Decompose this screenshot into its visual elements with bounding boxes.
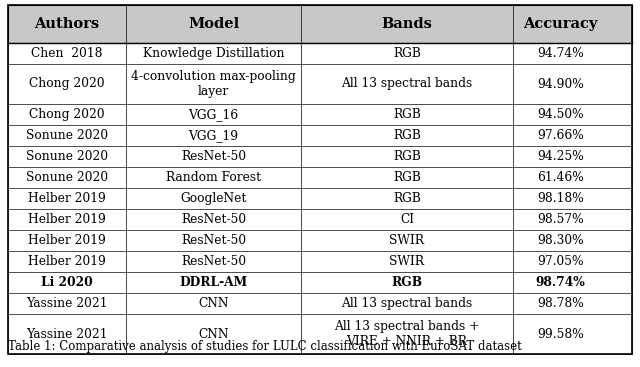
Text: Accuracy: Accuracy bbox=[524, 17, 598, 31]
Bar bbox=[8, 146, 632, 167]
Text: Sonune 2020: Sonune 2020 bbox=[26, 129, 108, 142]
Text: 94.74%: 94.74% bbox=[537, 47, 584, 60]
Text: ResNet-50: ResNet-50 bbox=[181, 150, 246, 163]
Bar bbox=[8, 251, 632, 272]
Text: RGB: RGB bbox=[393, 129, 421, 142]
Text: RGB: RGB bbox=[393, 192, 421, 205]
Text: RGB: RGB bbox=[392, 276, 422, 289]
Text: 61.46%: 61.46% bbox=[537, 171, 584, 184]
Text: RGB: RGB bbox=[393, 171, 421, 184]
Text: 94.25%: 94.25% bbox=[537, 150, 584, 163]
Text: Chong 2020: Chong 2020 bbox=[29, 77, 105, 91]
Bar bbox=[8, 188, 632, 209]
Text: Bands: Bands bbox=[381, 17, 433, 31]
Text: Authors: Authors bbox=[35, 17, 100, 31]
Text: Knowledge Distillation: Knowledge Distillation bbox=[143, 47, 284, 60]
Bar bbox=[8, 64, 632, 104]
Text: 98.18%: 98.18% bbox=[537, 192, 584, 205]
Text: SWIR: SWIR bbox=[390, 234, 424, 247]
Text: Chen  2018: Chen 2018 bbox=[31, 47, 103, 60]
Text: RGB: RGB bbox=[393, 47, 421, 60]
Text: 98.74%: 98.74% bbox=[536, 276, 586, 289]
Bar bbox=[8, 272, 632, 293]
Text: ResNet-50: ResNet-50 bbox=[181, 234, 246, 247]
Text: CNN: CNN bbox=[198, 327, 228, 341]
Text: All 13 spectral bands +
VIRE + NNIR + BR: All 13 spectral bands + VIRE + NNIR + BR bbox=[334, 320, 479, 348]
Text: Table 1: Comparative analysis of studies for LULC classification with EuroSAT da: Table 1: Comparative analysis of studies… bbox=[8, 340, 522, 353]
Bar bbox=[8, 230, 632, 251]
Text: VGG_19: VGG_19 bbox=[188, 129, 239, 142]
Bar bbox=[8, 43, 632, 64]
Bar bbox=[8, 104, 632, 125]
Text: 97.66%: 97.66% bbox=[537, 129, 584, 142]
Text: RGB: RGB bbox=[393, 150, 421, 163]
Text: 98.57%: 98.57% bbox=[537, 213, 584, 226]
Bar bbox=[8, 125, 632, 146]
Text: 4-convolution max-pooling
layer: 4-convolution max-pooling layer bbox=[131, 70, 296, 98]
Text: RGB: RGB bbox=[393, 108, 421, 121]
Text: 98.30%: 98.30% bbox=[537, 234, 584, 247]
Bar bbox=[8, 293, 632, 314]
Text: All 13 spectral bands: All 13 spectral bands bbox=[341, 77, 472, 91]
Text: Yassine 2021: Yassine 2021 bbox=[26, 297, 108, 310]
Bar bbox=[8, 5, 632, 43]
Text: VGG_16: VGG_16 bbox=[188, 108, 239, 121]
Text: SWIR: SWIR bbox=[390, 255, 424, 268]
Text: Model: Model bbox=[188, 17, 239, 31]
Text: CI: CI bbox=[400, 213, 414, 226]
Text: 94.90%: 94.90% bbox=[537, 77, 584, 91]
Text: 99.58%: 99.58% bbox=[537, 327, 584, 341]
Text: 94.50%: 94.50% bbox=[537, 108, 584, 121]
Bar bbox=[8, 209, 632, 230]
Bar bbox=[8, 314, 632, 354]
Text: Random Forest: Random Forest bbox=[166, 171, 261, 184]
Text: All 13 spectral bands: All 13 spectral bands bbox=[341, 297, 472, 310]
Text: Li 2020: Li 2020 bbox=[41, 276, 93, 289]
Text: DDRL-AM: DDRL-AM bbox=[179, 276, 248, 289]
Text: GoogleNet: GoogleNet bbox=[180, 192, 246, 205]
Text: Helber 2019: Helber 2019 bbox=[28, 255, 106, 268]
Text: CNN: CNN bbox=[198, 297, 228, 310]
Bar bbox=[8, 167, 632, 188]
Text: Chong 2020: Chong 2020 bbox=[29, 108, 105, 121]
Text: Sonune 2020: Sonune 2020 bbox=[26, 171, 108, 184]
Text: 98.78%: 98.78% bbox=[537, 297, 584, 310]
Text: Helber 2019: Helber 2019 bbox=[28, 234, 106, 247]
Text: Helber 2019: Helber 2019 bbox=[28, 192, 106, 205]
Text: Helber 2019: Helber 2019 bbox=[28, 213, 106, 226]
Text: Yassine 2021: Yassine 2021 bbox=[26, 327, 108, 341]
Text: ResNet-50: ResNet-50 bbox=[181, 213, 246, 226]
Text: 97.05%: 97.05% bbox=[537, 255, 584, 268]
Text: Sonune 2020: Sonune 2020 bbox=[26, 150, 108, 163]
Text: ResNet-50: ResNet-50 bbox=[181, 255, 246, 268]
